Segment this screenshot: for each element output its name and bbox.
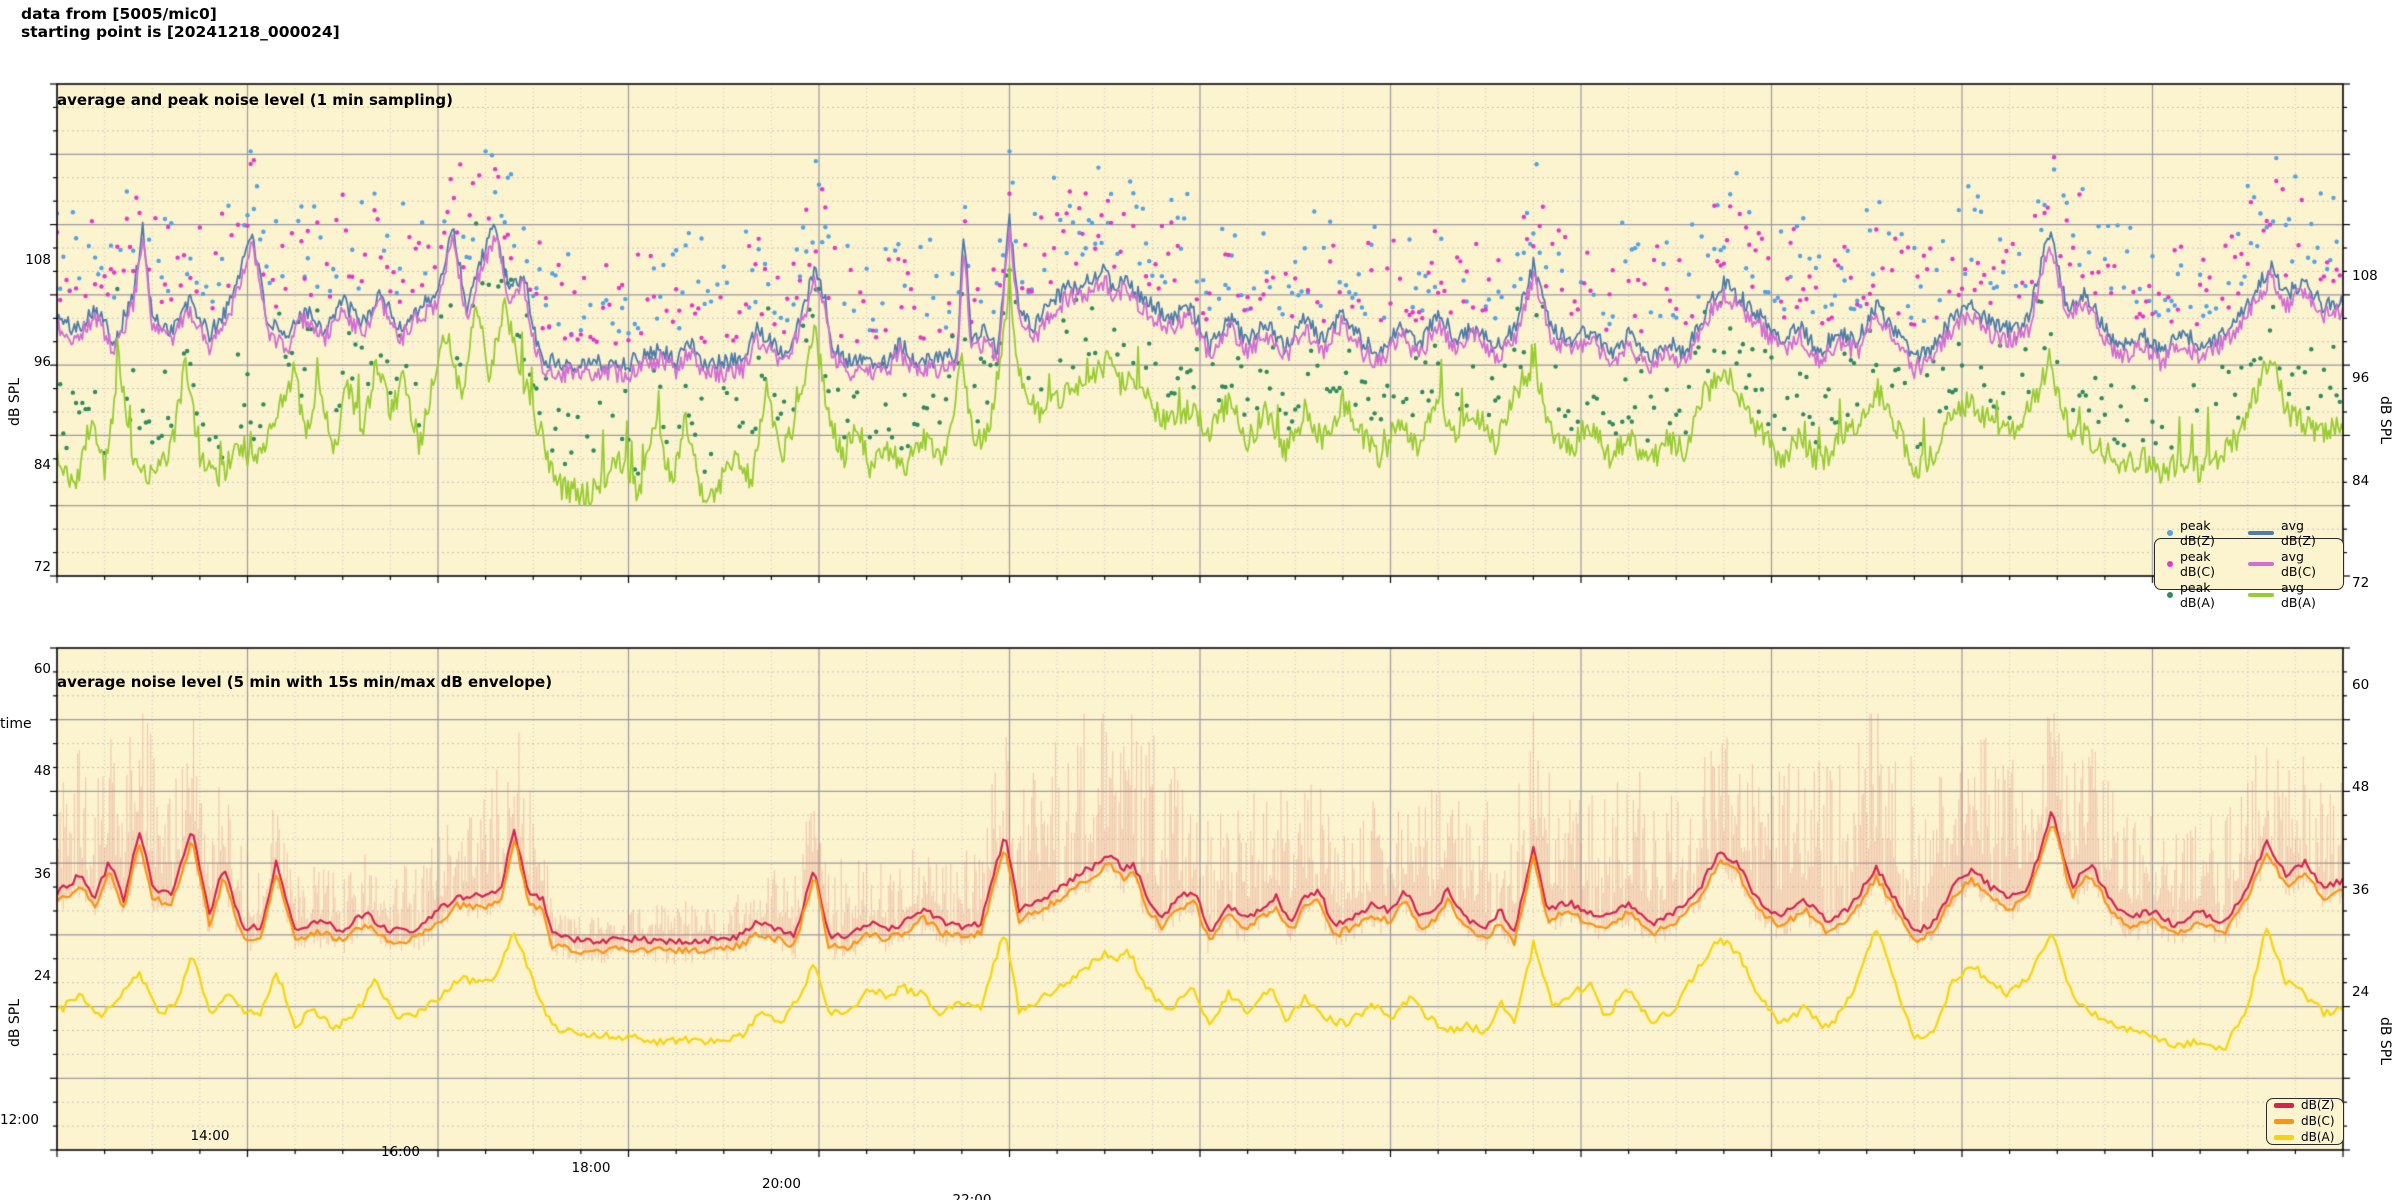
x-tick-label: 04:00: [0, 1048, 1638, 1064]
legend-item: peak dB(Z): [2167, 518, 2232, 548]
legend-item: dB(C): [2274, 1114, 2336, 1129]
bottom-chart-legend: dB(Z) dB(C) dB(A): [2266, 1098, 2344, 1145]
legend-item: peak dB(C): [2167, 549, 2232, 579]
top-x-axis-label: time: [0, 716, 32, 732]
legend-label: peak dB(C): [2180, 549, 2215, 579]
x-tick-label: 12:00: [0, 1112, 39, 1128]
legend-dot-swatch: [2167, 530, 2173, 536]
y-tick-label-left: 72: [33, 558, 51, 575]
y-tick-label-left: 96: [33, 354, 51, 371]
legend-line-swatch: [2274, 1103, 2294, 1108]
x-tick-label: 02:00: [0, 1032, 1448, 1048]
legend-line-swatch: [2248, 593, 2274, 597]
top-chart-canvas: [0, 0, 2400, 632]
y-tick-label-right: 84: [2352, 472, 2370, 489]
legend-item: avg dB(C): [2248, 549, 2333, 579]
y-tick-label-left: 48: [33, 763, 51, 780]
x-tick-label: 14:00: [190, 1128, 230, 1144]
y-tick-label-right: 36: [2352, 881, 2370, 898]
x-tick-label: 00:00: [0, 1016, 1257, 1032]
legend-line-swatch: [2248, 562, 2274, 566]
x-tick-label: 10:00: [0, 1096, 2210, 1112]
legend-line-swatch: [2248, 531, 2274, 535]
header-line1: data from [5005/mic0]: [21, 5, 217, 23]
x-tick-label: 08:00: [0, 1080, 2019, 1096]
x-tick-label: 06:00: [0, 1064, 1829, 1080]
y-tick-label-left: 36: [33, 865, 51, 882]
legend-item: peak dB(A): [2167, 580, 2232, 610]
y-tick-label-right: 60: [2352, 677, 2370, 694]
legend-label: peak dB(Z): [2180, 518, 2215, 548]
legend-label: avg dB(C): [2281, 549, 2316, 579]
y-tick-label-left: 24: [33, 968, 51, 984]
header-line2: starting point is [20241218_000024]: [21, 23, 340, 41]
legend-dot-swatch: [2167, 561, 2173, 567]
y-tick-label-right: 48: [2352, 779, 2370, 796]
y-tick-label-left: 60: [33, 661, 51, 678]
header: data from [5005/mic0] starting point is […: [21, 5, 2400, 41]
y-tick-label-right: 96: [2352, 370, 2370, 387]
y-tick-label-left: 108: [25, 252, 51, 268]
legend-item: avg dB(Z): [2248, 518, 2333, 548]
x-tick-label: 20:00: [762, 1176, 801, 1192]
x-tick-label: 16:00: [381, 1144, 420, 1160]
legend-label: dB(A): [2301, 1130, 2335, 1144]
y-tick-label-left: 84: [33, 456, 51, 473]
legend-item: avg dB(A): [2248, 580, 2333, 610]
legend-dot-swatch: [2167, 592, 2173, 598]
legend-label: dB(Z): [2301, 1098, 2335, 1112]
top-chart-legend: peak dB(Z) avg dB(Z) peak dB(C) avg dB(C) pe…: [2154, 518, 2344, 610]
legend-label: dB(C): [2301, 1114, 2335, 1128]
legend-line-swatch: [2274, 1119, 2294, 1124]
y-tick-label-right: 24: [2352, 984, 2370, 1000]
legend-label: peak dB(A): [2180, 580, 2215, 610]
legend-label: avg dB(A): [2281, 580, 2316, 610]
legend-item: dB(A): [2274, 1130, 2336, 1145]
y-tick-label-right: 108: [2352, 268, 2378, 284]
legend-label: avg dB(Z): [2281, 518, 2316, 548]
bottom-chart-title: average noise level (5 min with 15s min/…: [57, 673, 553, 691]
x-tick-label: 22:00: [952, 1192, 992, 1200]
legend-item: dB(Z): [2274, 1098, 2336, 1113]
x-tick-label: 18:00: [571, 1160, 611, 1176]
top-chart-title: average and peak noise level (1 min samp…: [57, 91, 453, 109]
bottom-chart-canvas: [0, 632, 2400, 1200]
y-tick-label-right: 72: [2352, 574, 2370, 591]
legend-line-swatch: [2274, 1135, 2294, 1140]
